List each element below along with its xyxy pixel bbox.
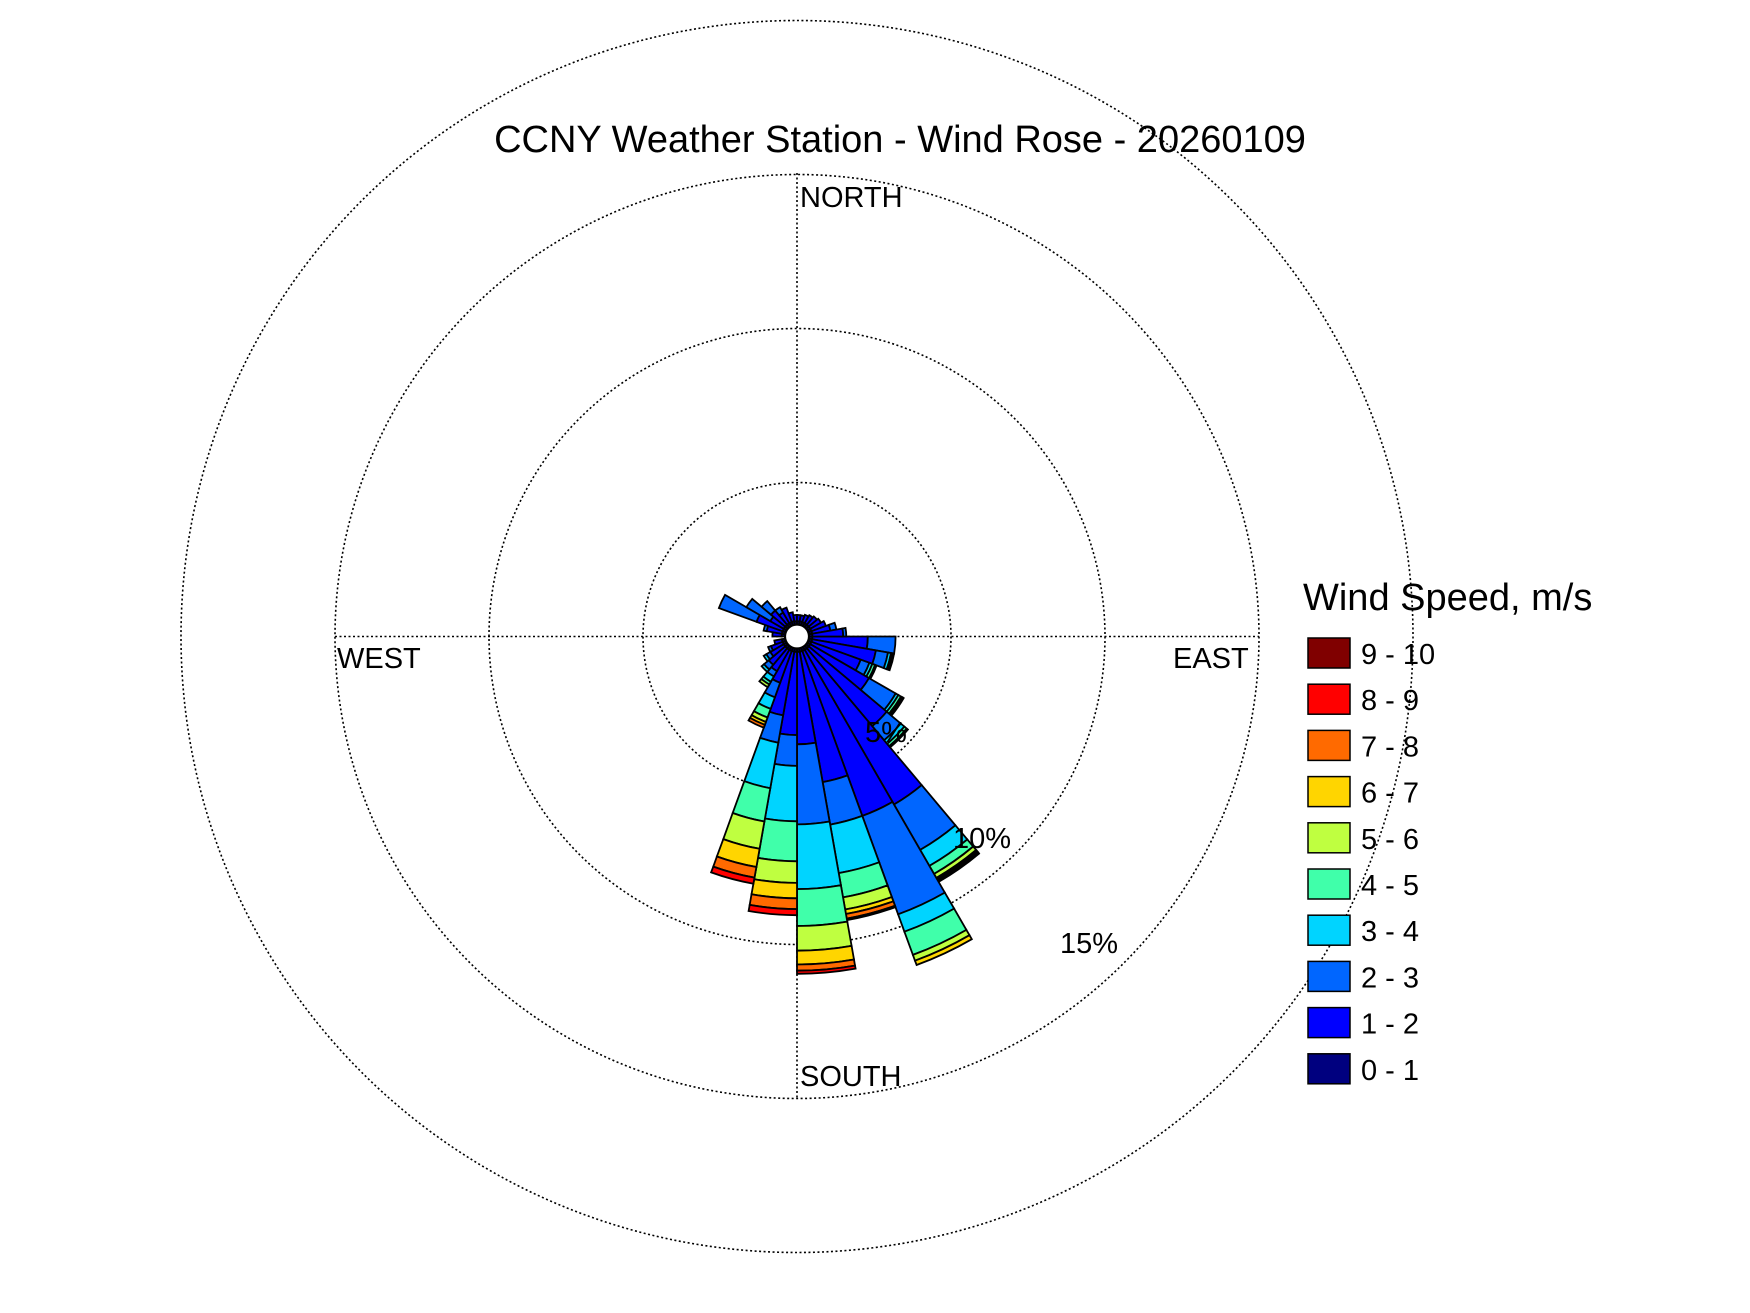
grid-ring: [642, 481, 952, 792]
legend-swatch: [1307, 960, 1351, 993]
legend-swatch: [1307, 1053, 1351, 1085]
legend-label: 9 - 10: [1361, 639, 1435, 671]
wedge-segment-255-1: [773, 638, 784, 646]
direction-label-north: NORTH: [800, 182, 903, 214]
grid-rings: [180, 19, 1414, 1254]
wedge-segment-235-3: [762, 652, 772, 663]
wedge-segment-85-2: [841, 626, 848, 638]
wedge-segment-225-3: [760, 662, 771, 674]
legend-swatch: [1307, 729, 1351, 762]
legend-swatch: [1307, 775, 1351, 808]
wedge-segment-315-2: [760, 599, 777, 616]
sector-175: [796, 636, 857, 975]
wedge-segment-295-2: [717, 593, 761, 623]
legend-swatch: [1307, 637, 1351, 669]
direction-label-west: WEST: [337, 643, 421, 675]
wedge-segment-175-4: [796, 884, 849, 927]
sector-155: [796, 636, 974, 967]
sector-125: [796, 635, 905, 717]
legend-label: 3 - 4: [1361, 916, 1419, 948]
wedge-segment-335-1: [780, 606, 793, 625]
wedge-segment-185-5: [753, 856, 798, 884]
legend-label: 0 - 1: [1361, 1055, 1419, 1087]
wedge-segment-175-8: [796, 964, 857, 975]
legend-label: 6 - 7: [1361, 778, 1419, 810]
legend-label: 4 - 5: [1361, 870, 1419, 902]
wedge-segment-205-7: [747, 716, 767, 729]
wedge-segment-185-8: [747, 903, 798, 917]
sector-195: [709, 636, 798, 885]
legend-label: 1 - 2: [1361, 1009, 1419, 1041]
legend-title: Wind Speed, m/s: [1303, 577, 1592, 619]
ring-label-10: 10%: [953, 823, 1011, 855]
legend: Wind Speed, m/s 9 - 10 8 - 9 7 - 8 6 - 7 5 -…: [1303, 577, 1592, 1087]
grid-ring: [488, 327, 1106, 946]
ring-label-15: 15%: [1060, 928, 1118, 960]
wedge-segment-155-6: [913, 933, 974, 967]
legend-swatch: [1307, 822, 1351, 854]
grid-ring: [334, 173, 1260, 1100]
legend-label: 2 - 3: [1361, 962, 1419, 994]
wedge-segment-305-2: [745, 597, 775, 623]
wedge-segment-215-5: [758, 677, 771, 689]
chart-title: CCNY Weather Station - Wind Rose - 20260…: [494, 119, 1306, 161]
direction-label-south: SOUTH: [800, 1061, 902, 1093]
calm-center-circle: [783, 623, 811, 650]
legend-items: 9 - 10 8 - 9 7 - 8 6 - 7 5 - 6 4 - 5 3 - 4 2 - …: [1307, 637, 1435, 1087]
legend-swatch: [1307, 1006, 1351, 1039]
legend-swatch: [1307, 683, 1351, 715]
sector-85: [796, 626, 848, 638]
direction-label-east: EAST: [1173, 643, 1249, 675]
legend-label: 7 - 8: [1361, 731, 1419, 763]
wedge-segment-105-5: [887, 652, 896, 672]
grid-ring: [180, 19, 1414, 1254]
legend-label: 5 - 6: [1361, 824, 1419, 856]
legend-label: 8 - 9: [1361, 685, 1419, 717]
ring-label-5: 5%: [865, 717, 907, 749]
sector-165: [796, 636, 897, 922]
wedge-segment-195-8: [709, 865, 756, 885]
legend-swatch: [1307, 914, 1351, 946]
legend-swatch: [1307, 868, 1351, 900]
wind-wedges: [709, 593, 981, 975]
wedge-segment-245-2: [766, 644, 775, 654]
